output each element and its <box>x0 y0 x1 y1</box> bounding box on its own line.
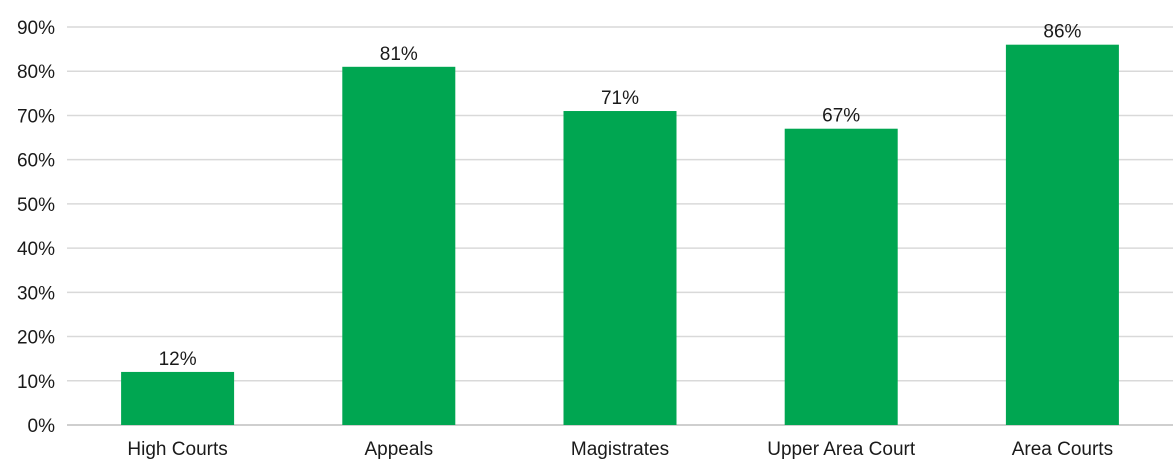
bar <box>342 66 456 426</box>
y-tick-label: 90% <box>17 18 55 39</box>
x-category-label: Magistrates <box>571 439 669 460</box>
y-tick-label: 40% <box>17 239 55 260</box>
y-tick-label: 30% <box>17 283 55 304</box>
y-tick-label: 50% <box>17 195 55 216</box>
bar <box>563 111 677 426</box>
y-tick-label: 60% <box>17 151 55 172</box>
bar <box>121 371 235 425</box>
x-axis-category-labels: High Courts Appeals Magistrates Upper Area … <box>127 439 1113 460</box>
bar <box>784 128 898 425</box>
bar <box>1005 44 1119 425</box>
y-tick-label: 20% <box>17 328 55 349</box>
x-category-label: High Courts <box>127 439 227 460</box>
data-label: 71% <box>601 88 639 109</box>
y-tick-label: 70% <box>17 106 55 127</box>
x-category-label: Appeals <box>364 439 433 460</box>
y-tick-label: 80% <box>17 62 55 83</box>
x-category-label: Area Courts <box>1012 439 1113 460</box>
data-label: 67% <box>822 106 860 127</box>
data-label: 12% <box>159 349 197 370</box>
y-tick-label: 0% <box>28 416 56 437</box>
data-label: 81% <box>380 44 418 65</box>
y-tick-label: 10% <box>17 372 55 393</box>
y-axis-tick-labels: 0% 10% 20% 30% 40% 50% 60% 70% 80% 90% <box>17 18 55 437</box>
data-labels: 12% 81% 71% 67% 86% <box>159 22 1082 370</box>
bars <box>121 44 1119 426</box>
data-label: 86% <box>1043 22 1081 43</box>
x-category-label: Upper Area Court <box>767 439 916 460</box>
